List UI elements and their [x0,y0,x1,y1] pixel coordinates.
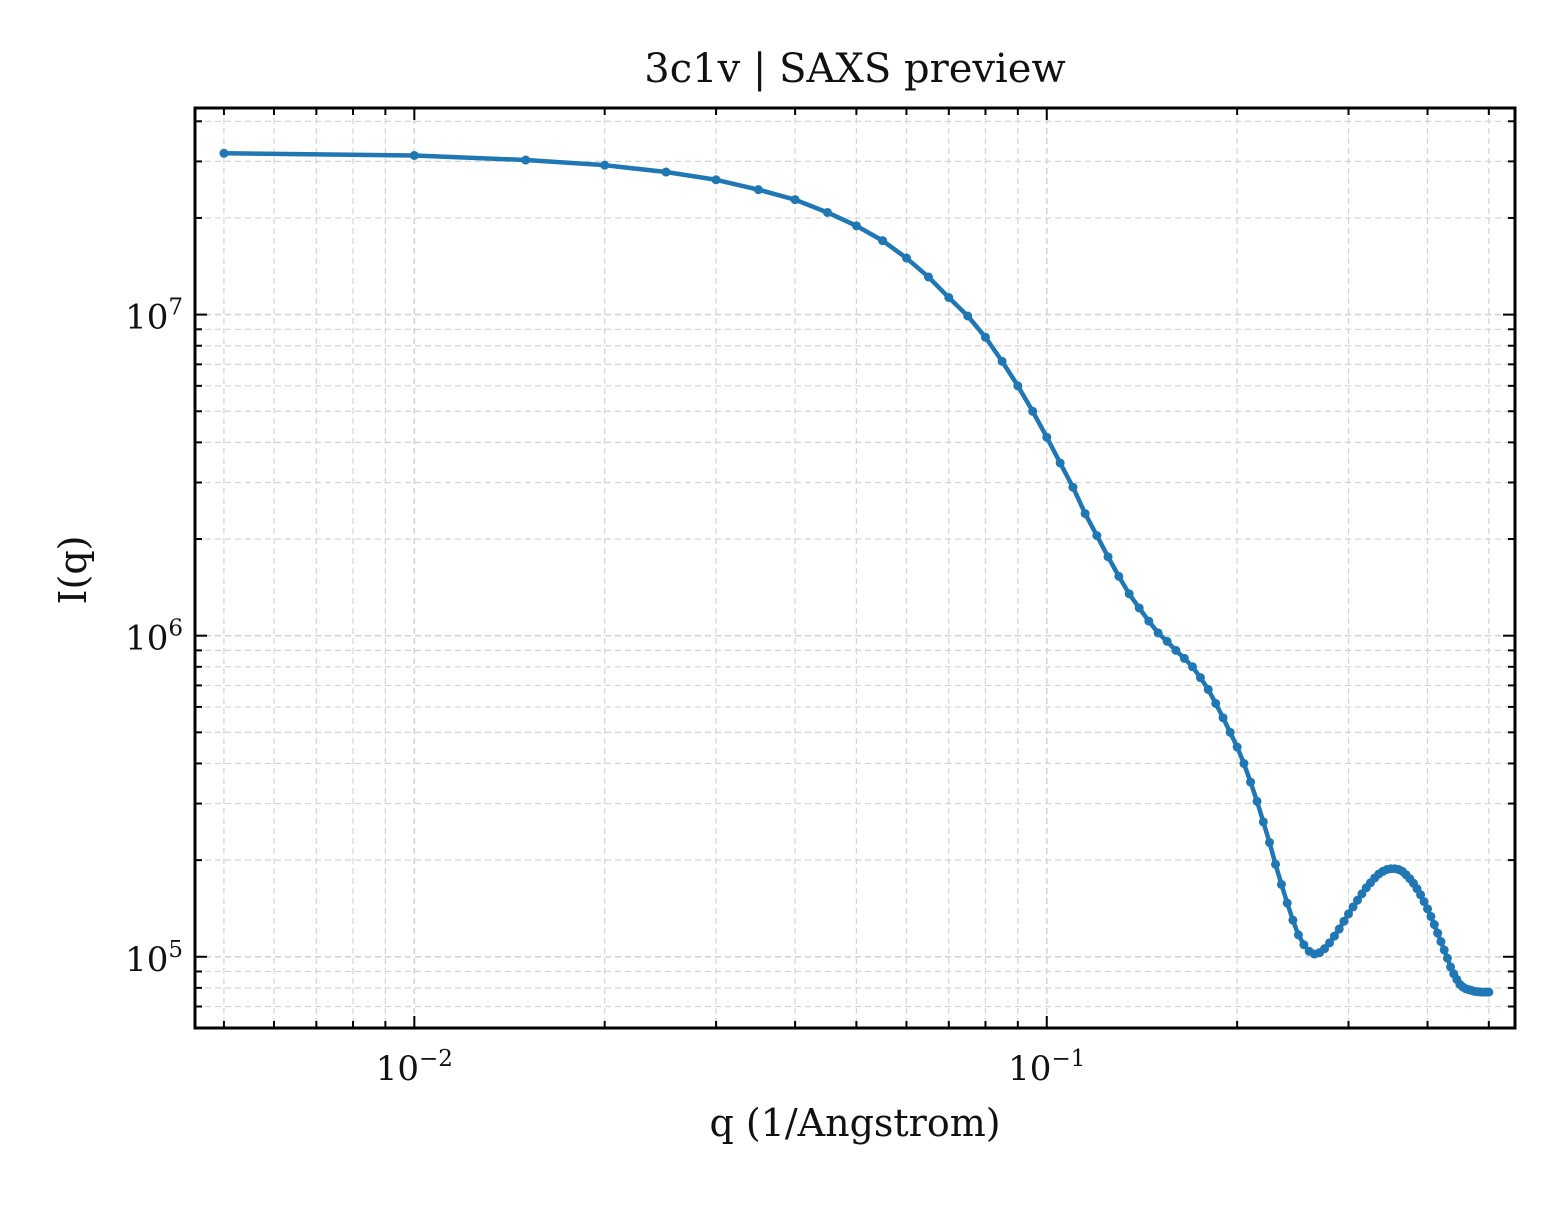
y-axis-label: I(q) [51,536,95,605]
data-point [1353,895,1363,905]
data-point [822,207,832,217]
x-tick-label: 10−2 [376,1046,453,1089]
data-point [1258,817,1268,827]
data-point [711,175,721,185]
plot-frame [193,106,1517,1030]
data-point [521,155,531,165]
data-point [1276,879,1286,889]
data-point [878,236,888,246]
data-point [1265,837,1274,847]
data-point [901,253,911,263]
data-point [1325,938,1335,948]
data-point [1239,758,1249,768]
data-point [1171,645,1181,655]
y-tick-label: 107 [125,295,183,338]
data-point [1068,482,1078,492]
data-point [1423,904,1433,914]
grid-layer [195,108,1515,1029]
data-point [1188,662,1198,672]
data-point [1293,930,1303,940]
data-point [944,293,954,303]
data-point [1153,628,1163,638]
chart-title: 3c1v | SAXS preview [644,46,1065,92]
data-point [1439,945,1449,955]
series-layer [219,148,1494,997]
data-point [1426,911,1436,921]
x-tick-label: 10−1 [1008,1046,1085,1089]
data-point [661,167,671,177]
data-point [1179,653,1189,663]
data-point [1484,987,1494,997]
data-point [1282,898,1292,908]
y-tick-label: 106 [125,616,183,659]
y-tick-label: 105 [125,937,183,980]
data-point [1348,902,1358,912]
data-point [1252,796,1262,806]
data-point [600,160,610,170]
data-point [1162,636,1172,646]
data-point [219,148,229,158]
data-point [980,332,990,342]
data-point [1446,962,1456,972]
data-point [1203,684,1213,694]
data-point [1211,698,1221,708]
data-point [1080,509,1090,519]
series-line [221,151,1492,995]
data-point [1042,432,1052,442]
data-point [753,185,763,195]
data-point [1329,931,1339,941]
data-point [1271,859,1281,869]
data-point [790,195,800,205]
data-point [1436,937,1446,947]
data-point [1288,915,1298,925]
data-point [1442,953,1452,963]
data-point [1144,616,1154,626]
x-axis-label: q (1/Angstrom) [709,1101,1000,1145]
data-point [1124,589,1134,599]
data-point [963,311,973,321]
data-point [1013,381,1023,391]
data-point [1225,727,1235,737]
data-point [1218,713,1228,723]
data-point [1339,916,1349,926]
ticks-layer: 10−2 10−1 105 106 107 [125,108,1515,1089]
data-point [1092,531,1102,541]
data-point [1055,458,1065,468]
data-point [1114,571,1124,581]
data-point [923,272,933,282]
data-point [1299,940,1309,950]
data-point [1416,890,1426,900]
data-point [1028,406,1038,416]
data-point [1419,897,1429,907]
data-point [851,221,861,231]
data-point [1246,777,1256,787]
data-point [1232,742,1242,752]
data-point [1334,924,1344,934]
data-point [1344,909,1354,919]
data-point [1103,552,1113,562]
data-point [1195,673,1205,683]
data-point [1429,920,1439,930]
data-point [1433,928,1443,938]
data-point [997,356,1007,366]
data-point [409,150,419,160]
data-point [1134,603,1144,613]
